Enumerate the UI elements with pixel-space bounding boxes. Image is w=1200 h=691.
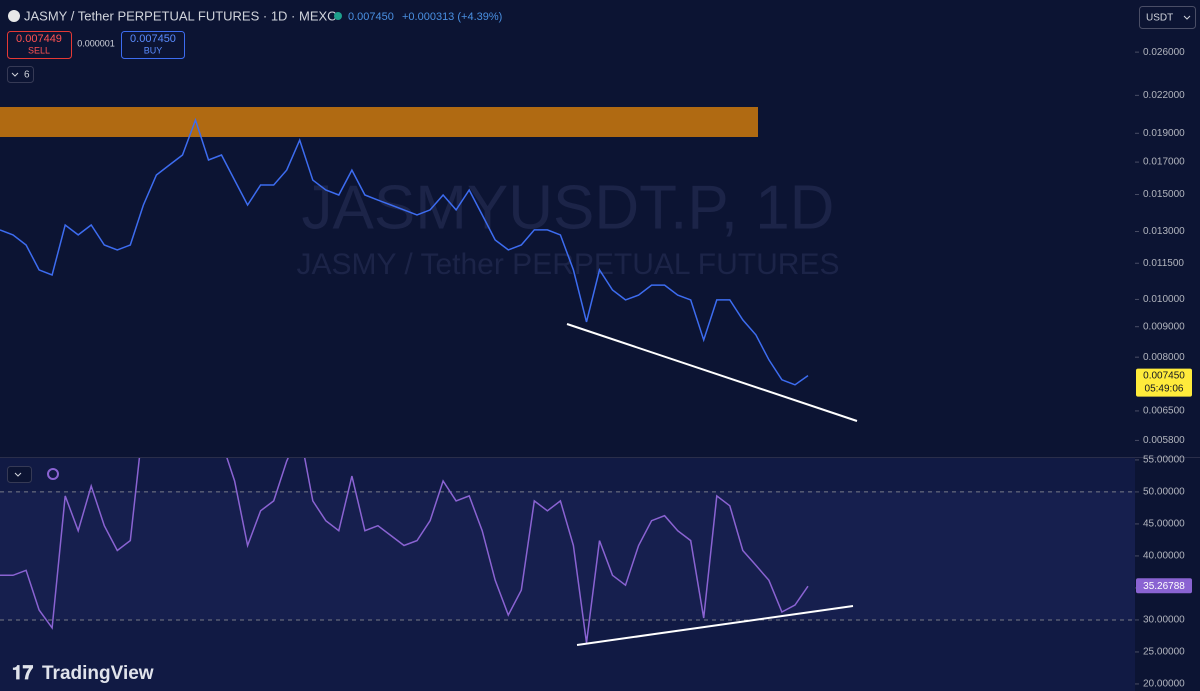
y-tick-label: 0.022000 xyxy=(1143,90,1185,101)
sell-price: 0.007449 xyxy=(16,33,62,45)
watermark-name: JASMY / Tether PERPETUAL FUTURES xyxy=(297,248,840,281)
y-tick-label: 0.005800 xyxy=(1143,435,1185,446)
y-tick-label: 0.010000 xyxy=(1143,294,1185,305)
watermark-symbol: JASMYUSDT.P, 1D xyxy=(302,173,835,242)
y-tick-label: 0.019000 xyxy=(1143,128,1185,139)
buy-button[interactable] xyxy=(121,31,185,59)
spread: 0.000001 xyxy=(77,38,115,48)
price-tag xyxy=(1136,368,1192,397)
sell-button[interactable] xyxy=(7,31,72,59)
status-dot xyxy=(334,12,342,20)
chevron xyxy=(11,72,19,77)
y-tick-label: 0.013000 xyxy=(1143,226,1185,237)
last-price: 0.007450 xyxy=(348,11,394,23)
y-tick-label: 0.009000 xyxy=(1143,321,1185,332)
trend-line xyxy=(576,605,854,646)
y-tick-label: 30.00000 xyxy=(1143,615,1185,626)
indicators-count: 6 xyxy=(24,70,30,81)
price-pane xyxy=(0,117,809,386)
resistance-zone xyxy=(0,107,758,137)
price-tag-countdown: 05:49:06 xyxy=(1145,383,1184,394)
buy-label: BUY xyxy=(144,45,163,55)
rsi-plot xyxy=(0,458,1135,643)
trend-line xyxy=(566,323,858,422)
y-tick-label: 0.011500 xyxy=(1143,258,1184,269)
y-tick-label: 0.017000 xyxy=(1143,157,1185,168)
y-tick-label: 0.006500 xyxy=(1143,406,1185,417)
symbol-title: JASMY / Tether PERPETUAL FUTURES · 1D · … xyxy=(24,8,337,23)
series-line xyxy=(0,458,809,643)
tradingview-logo: TradingView xyxy=(42,663,154,684)
indicators-toggle[interactable] xyxy=(7,66,34,83)
y-tick-label: 40.00000 xyxy=(1143,551,1185,562)
currency-select[interactable] xyxy=(1139,6,1196,29)
tradingview-logo: 𝟏𝟕 xyxy=(12,663,34,684)
symbol-logo xyxy=(8,10,20,22)
logo-mark: 𝟏𝟕 xyxy=(12,663,34,684)
y-tick-label: 0.015000 xyxy=(1143,189,1185,200)
price-change: +0.000313 (+4.39%) xyxy=(402,11,502,23)
y-tick-label: 55.00000 xyxy=(1143,455,1185,466)
y-tick-label: 20.00000 xyxy=(1143,679,1185,690)
buy-price: 0.007450 xyxy=(130,33,176,45)
y-tick-label: 0.008000 xyxy=(1143,352,1185,363)
chevron xyxy=(1183,15,1191,20)
price-tag-value: 0.007450 xyxy=(1143,370,1185,381)
rsi-band xyxy=(0,491,1135,620)
rsi-tag-value: 35.26788 xyxy=(1143,581,1185,592)
sell-label: SELL xyxy=(28,45,50,55)
y-tick-label: 45.00000 xyxy=(1143,519,1185,530)
y-tick-label: 0.026000 xyxy=(1143,47,1185,58)
rsi-icon xyxy=(47,468,59,480)
currency: USDT xyxy=(1146,13,1173,24)
y-tick-label: 50.00000 xyxy=(1143,487,1185,498)
y-tick-label: 25.00000 xyxy=(1143,647,1185,658)
rsi-tag xyxy=(1136,578,1192,594)
chevron xyxy=(14,472,22,477)
series-line xyxy=(0,117,809,386)
